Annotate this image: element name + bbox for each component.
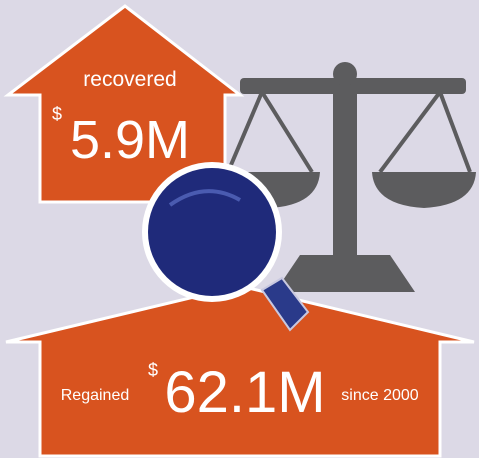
page: recovered $ 5.9M Regained $ 62.1M since … <box>0 0 479 458</box>
bottom-prefix: Regained <box>61 387 130 404</box>
bottom-amount: 62.1M <box>164 360 325 425</box>
bottom-currency: $ <box>148 360 158 380</box>
top-amount: 5.9M <box>70 110 190 170</box>
top-label: recovered <box>83 68 176 91</box>
bottom-suffix: since 2000 <box>341 387 418 404</box>
infographic: recovered $ 5.9M Regained $ 62.1M since … <box>0 0 479 458</box>
top-currency: $ <box>52 104 62 124</box>
